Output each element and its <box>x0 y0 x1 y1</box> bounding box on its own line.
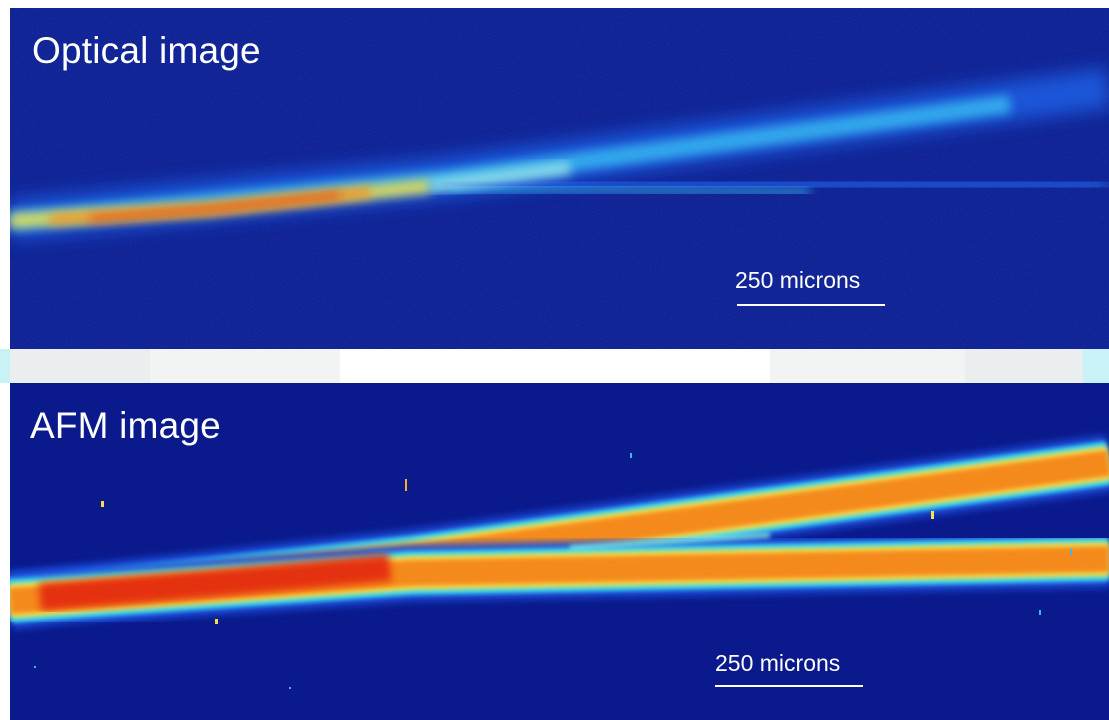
optical-image-heatmap <box>10 8 1109 349</box>
afm-image-label: AFM image <box>30 405 221 446</box>
afm-image-panel: AFM image 250 microns <box>10 383 1109 720</box>
separator-segment <box>1083 349 1109 383</box>
afm-image-heatmap <box>10 383 1109 720</box>
separator-segment <box>0 349 10 383</box>
separator-segment <box>10 349 150 383</box>
optical-image-label: Optical image <box>32 30 261 71</box>
separator-segment <box>150 349 340 383</box>
optical-scale-label: 250 microns <box>735 267 861 293</box>
afm-scale-label: 250 microns <box>715 650 841 676</box>
panel-separator <box>0 349 1109 383</box>
optical-image-panel: Optical image 250 microns <box>10 8 1109 349</box>
separator-segment <box>965 349 1083 383</box>
afm-scale-bar <box>715 685 863 687</box>
separator-segment <box>340 349 770 383</box>
optical-scale-bar <box>737 304 885 306</box>
separator-segment <box>770 349 965 383</box>
